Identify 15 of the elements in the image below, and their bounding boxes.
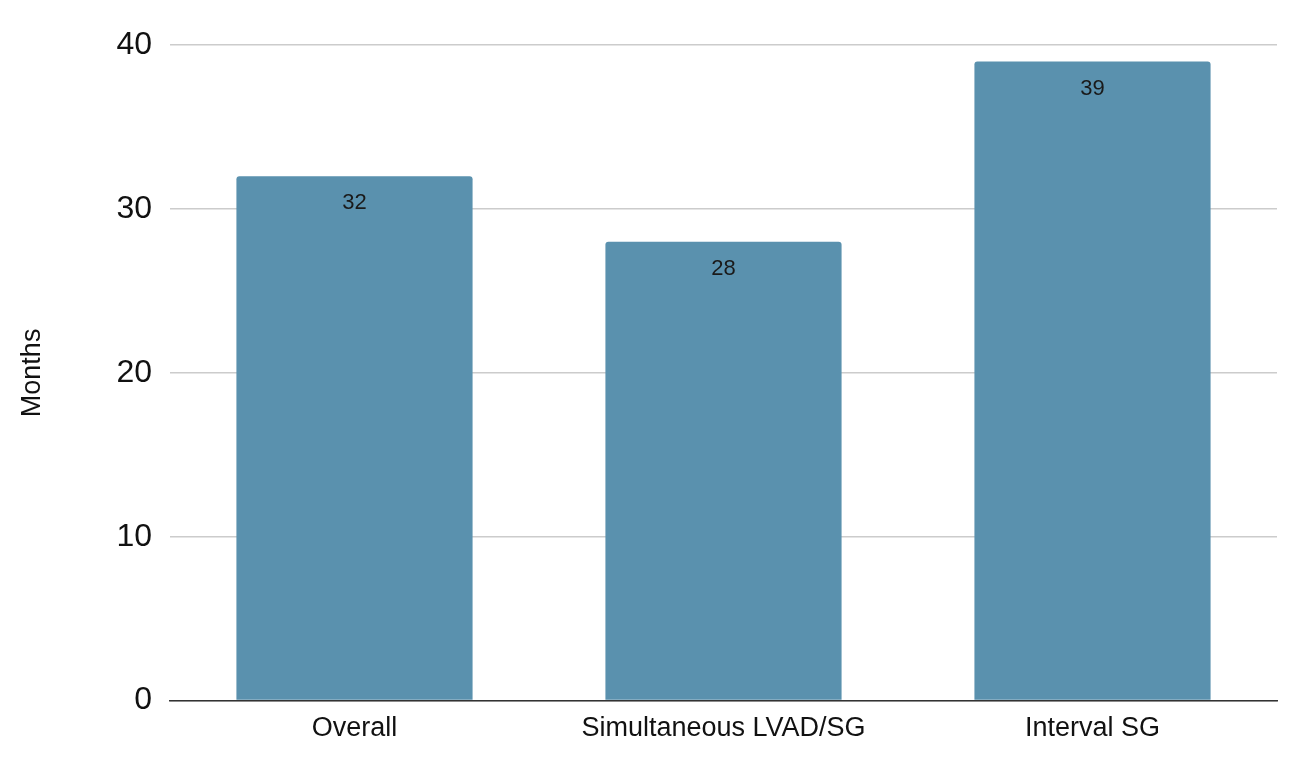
- data-label: 39: [1080, 74, 1105, 100]
- y-axis-title: Months: [15, 328, 46, 418]
- y-tick-label: 10: [116, 516, 152, 553]
- y-tick-label: 40: [116, 25, 152, 62]
- bar: [236, 176, 473, 700]
- bar: [974, 61, 1211, 700]
- y-tick-label: 30: [116, 188, 152, 225]
- y-tick-label: 20: [116, 352, 152, 389]
- x-tick-label: Interval SG: [1024, 712, 1161, 743]
- data-label: 32: [342, 189, 367, 215]
- x-tick-label: Simultaneous LVAD/SG: [581, 712, 866, 743]
- x-tick-label: Overall: [311, 712, 398, 743]
- y-tick-label: 0: [134, 680, 152, 717]
- data-label: 28: [711, 254, 736, 280]
- bar: [605, 241, 842, 700]
